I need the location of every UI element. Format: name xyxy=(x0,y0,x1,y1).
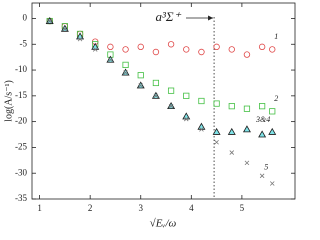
point xyxy=(153,93,159,99)
point xyxy=(258,43,266,51)
point xyxy=(243,105,251,112)
point xyxy=(47,18,52,24)
point xyxy=(138,83,144,88)
point xyxy=(269,108,276,115)
annotation-arrowhead xyxy=(208,15,214,21)
point xyxy=(228,46,235,53)
series-label: 3&4 xyxy=(255,115,270,124)
point xyxy=(62,26,68,32)
point xyxy=(137,43,144,51)
point xyxy=(227,127,236,135)
point xyxy=(259,173,265,179)
point xyxy=(243,51,251,58)
point xyxy=(167,87,175,94)
point xyxy=(269,46,276,53)
point xyxy=(123,70,128,75)
y-tick-label: -35 xyxy=(15,193,27,203)
point xyxy=(242,125,251,133)
series-label: 1 xyxy=(274,32,278,41)
point xyxy=(198,48,205,56)
y-axis-title: log(A/s⁻¹) xyxy=(3,80,14,122)
point xyxy=(197,122,206,130)
point xyxy=(199,127,204,132)
point xyxy=(77,36,83,42)
x-tick-label: 5 xyxy=(240,203,245,213)
point xyxy=(244,160,250,166)
point xyxy=(213,100,220,107)
y-tick-label: -5 xyxy=(20,38,28,48)
point xyxy=(198,97,205,105)
x-tick-label: 4 xyxy=(189,203,194,213)
point xyxy=(108,57,113,63)
point xyxy=(183,116,189,122)
point xyxy=(122,46,129,53)
point xyxy=(258,130,267,138)
series-label: 5 xyxy=(264,162,268,171)
point xyxy=(152,79,160,87)
series-label: 2 xyxy=(274,94,278,103)
point xyxy=(269,181,275,186)
point xyxy=(228,103,235,110)
y-tick-label: -25 xyxy=(15,141,27,151)
y-tick-label: -30 xyxy=(15,167,27,177)
point xyxy=(182,112,191,120)
point xyxy=(122,61,129,68)
annotation: a³Σ⁺ xyxy=(156,9,182,24)
point xyxy=(167,41,175,48)
point xyxy=(214,139,219,145)
y-tick-label: -20 xyxy=(15,116,27,126)
point xyxy=(229,150,235,155)
x-tick-label: 3 xyxy=(138,203,143,213)
x-tick-label: 1 xyxy=(37,203,42,213)
point xyxy=(212,127,221,135)
x-tick-label: 2 xyxy=(88,203,93,213)
x-axis-title: √Eᵥ/ω xyxy=(150,218,177,230)
point xyxy=(213,43,220,51)
point xyxy=(107,43,114,51)
point xyxy=(152,48,160,56)
point xyxy=(183,92,190,99)
y-tick-label: -15 xyxy=(15,90,27,100)
point xyxy=(137,72,144,79)
point xyxy=(259,103,266,110)
point xyxy=(92,47,98,52)
point xyxy=(183,46,190,53)
y-tick-label: 0 xyxy=(23,13,28,23)
plot-frame xyxy=(31,2,296,200)
y-tick-label: -10 xyxy=(15,64,27,74)
point xyxy=(268,127,277,135)
point xyxy=(168,103,174,109)
chart: log(A/s⁻¹) √Eᵥ/ω a³Σ⁺ 0 -5 -10 -15 -20 -25 -30… xyxy=(3,2,296,230)
